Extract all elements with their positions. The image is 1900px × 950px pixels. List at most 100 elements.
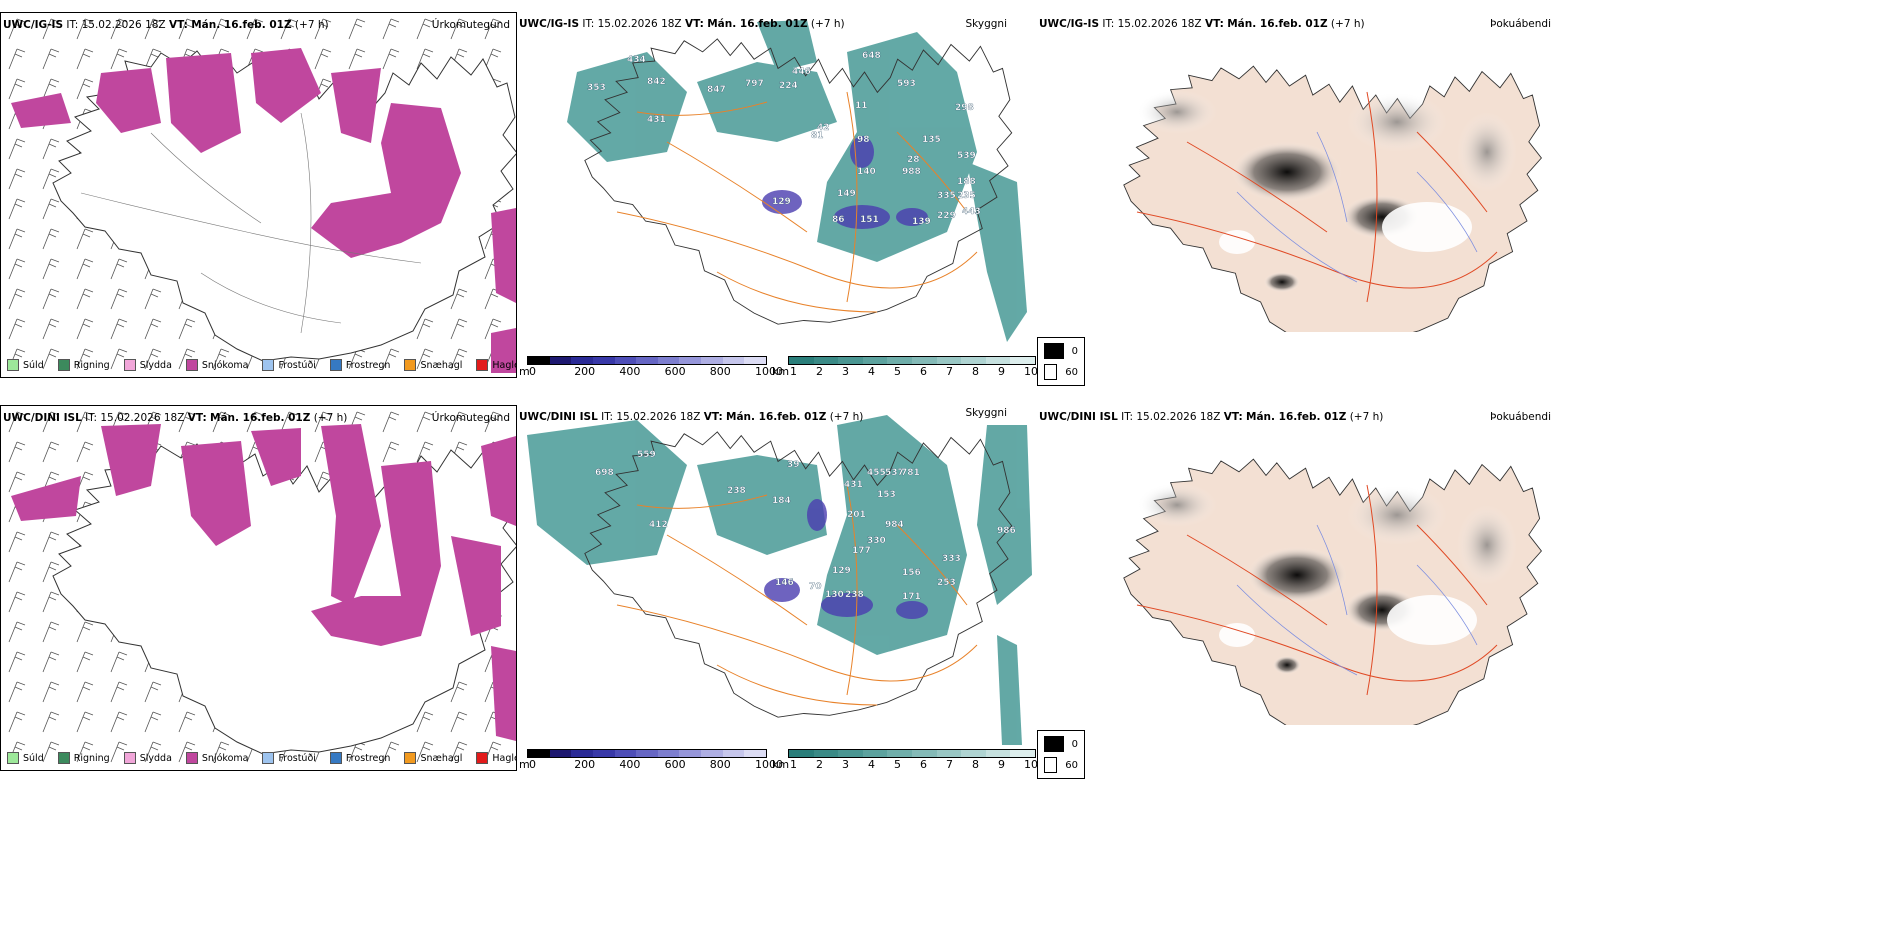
fog-panel-row1: UWC/IG-IS IT: 15.02.2026 18Z VT: Mán. 16… <box>1037 12 1557 332</box>
colorbar-cell <box>549 357 572 364</box>
colorbar-tick: 1000 <box>755 365 783 378</box>
cloud-base-label: 298 <box>955 103 974 113</box>
legend-hail: Haglél <box>476 359 516 371</box>
fog-areas <box>1137 90 1517 292</box>
cloud-base-label: 39 <box>787 460 800 470</box>
cloud-base-labels: 434 353 842 847 797 224 446 648 593 431 42 98 135 298… <box>587 51 981 227</box>
fog-legend-item: 0 <box>1044 343 1078 359</box>
variable-name: Úrkomutegund <box>431 19 510 31</box>
colorbar-tick: 1000 <box>755 758 783 771</box>
colorbar-cell <box>862 750 888 757</box>
legend-drizzle: Súld <box>7 359 44 371</box>
colorbar-cell <box>789 750 814 757</box>
colorbar-cell <box>911 750 937 757</box>
cloud-base-label: 171 <box>902 592 921 602</box>
legend-snow-pellets: Snæhagl <box>404 752 462 764</box>
colorbar-cell <box>961 750 986 757</box>
legend-rain: Rigning <box>57 752 110 764</box>
precip-legend: Súld Rigning Slydda Snjókoma Frostúði Fr… <box>7 359 516 371</box>
colorbar-cell <box>549 750 572 757</box>
colorbar-tick: 2 <box>816 758 823 771</box>
colorbar-cell <box>1010 357 1035 364</box>
colorbar-tick: 3 <box>842 365 849 378</box>
panel-title: UWC/IG-IS IT: 15.02.2026 18Z VT: Mán. 16… <box>1039 18 1365 30</box>
cloud-base-label: 11 <box>855 101 868 111</box>
colorbar-tick: 0 <box>529 365 536 378</box>
colorbar-tick: 10 <box>1024 365 1037 378</box>
cloud-base-label: 184 <box>772 496 791 506</box>
cloud-base-label: 70 <box>809 582 822 592</box>
roads <box>1136 484 1498 696</box>
cloud-base-label: 412 <box>649 520 668 530</box>
cloud-base-label: 151 <box>860 215 879 225</box>
legend-sleet: Slydda <box>123 752 172 764</box>
colorbar-tick: 400 <box>619 758 641 771</box>
colorbar-tick: 9 <box>998 758 1005 771</box>
variable-name: Skyggni <box>965 407 1008 419</box>
cloud-base-label: 797 <box>745 79 764 89</box>
cloud-base-label: 333 <box>942 554 961 564</box>
variable-name: Þokuábendi <box>1490 411 1551 423</box>
colorbar-tick: 7 <box>946 365 953 378</box>
colorbar-cell <box>887 750 912 757</box>
colorbar-cell <box>862 357 888 364</box>
variable-name: Þokuábendi <box>1490 18 1551 30</box>
colorbar-tick: 8 <box>972 758 979 771</box>
cloud-base-label: 446 <box>792 67 811 77</box>
variable-name: Úrkomutegund <box>431 412 510 424</box>
cloud-base-label: 443 <box>962 207 981 217</box>
precip-panel-row2: UWC/DINI ISL IT: 15.02.2026 18Z VT: Mán.… <box>0 405 517 771</box>
colorbar-tick: 8 <box>972 365 979 378</box>
legend-freezing-drizzle: Frostúði <box>262 752 316 764</box>
cloud-base-label: 238 <box>727 486 746 496</box>
cloud-base-label: 537 <box>885 468 904 478</box>
cloud-base-label: 201 <box>847 510 866 520</box>
legend-freezing-rain: Frostregn <box>329 752 390 764</box>
colorbar-cell <box>636 357 658 364</box>
legend-hail: Haglél <box>476 752 516 764</box>
panel-title: UWC/DINI ISL IT: 15.02.2026 18Z VT: Mán.… <box>3 412 348 424</box>
cloud-map: 434 353 842 847 797 224 446 648 593 431 42 98 135 298… <box>567 20 1027 342</box>
colorbar-tick: 200 <box>574 758 596 771</box>
colorbar-cell <box>722 357 745 364</box>
panel-title: UWC/IG-IS IT: 15.02.2026 18Z VT: Mán. 16… <box>3 19 329 31</box>
variable-name: Skyggni <box>965 18 1008 30</box>
colorbar-cell <box>838 357 863 364</box>
cloud-base-label: 177 <box>852 546 871 556</box>
cloud-base-label: 593 <box>897 79 916 89</box>
legend-snow: Snjókoma <box>185 752 248 764</box>
cloudbase-colorbar: m 0 200 400 600 800 1000 <box>517 356 783 378</box>
colorbar-cell <box>961 357 986 364</box>
fog-legend-row1: 0 60 <box>1037 337 1085 386</box>
colorbar-cell <box>936 357 962 364</box>
cloud-base-label: 698 <box>595 468 614 478</box>
cloud-base-label: 353 <box>587 83 606 93</box>
cloud-base-label: 140 <box>857 167 876 177</box>
colorbar-cell <box>887 357 912 364</box>
roads <box>1136 91 1498 303</box>
fog-legend-row2: 0 60 <box>1037 730 1085 779</box>
cloud-base-label: 781 <box>901 468 920 478</box>
cloud-base-label: 559 <box>637 450 656 460</box>
roads <box>616 484 978 706</box>
colorbar-cell <box>722 750 745 757</box>
panel-title: UWC/DINI ISL IT: 15.02.2026 18Z VT: Mán.… <box>519 411 864 423</box>
cloud-base-label: 149 <box>837 189 856 199</box>
colorbar-cell <box>813 357 839 364</box>
colorbar-tick: 5 <box>894 365 901 378</box>
colorbar-cell <box>614 750 637 757</box>
colorbar-tick: 2 <box>816 365 823 378</box>
cloud-base-label: 81 <box>811 131 824 141</box>
colorbar-tick: 6 <box>920 758 927 771</box>
colorbar-tick: 4 <box>868 365 875 378</box>
colorbar-cell <box>528 750 550 757</box>
cloud-base-label: 28 <box>907 155 920 165</box>
colorbar-cell <box>985 357 1011 364</box>
cloud-base-label: 224 <box>779 81 798 91</box>
precip-legend: Súld Rigning Slydda Snjókoma Frostúði Fr… <box>7 752 516 764</box>
rivers <box>1236 524 1478 676</box>
colorbar-cell <box>571 357 593 364</box>
colorbar-cell <box>592 357 615 364</box>
